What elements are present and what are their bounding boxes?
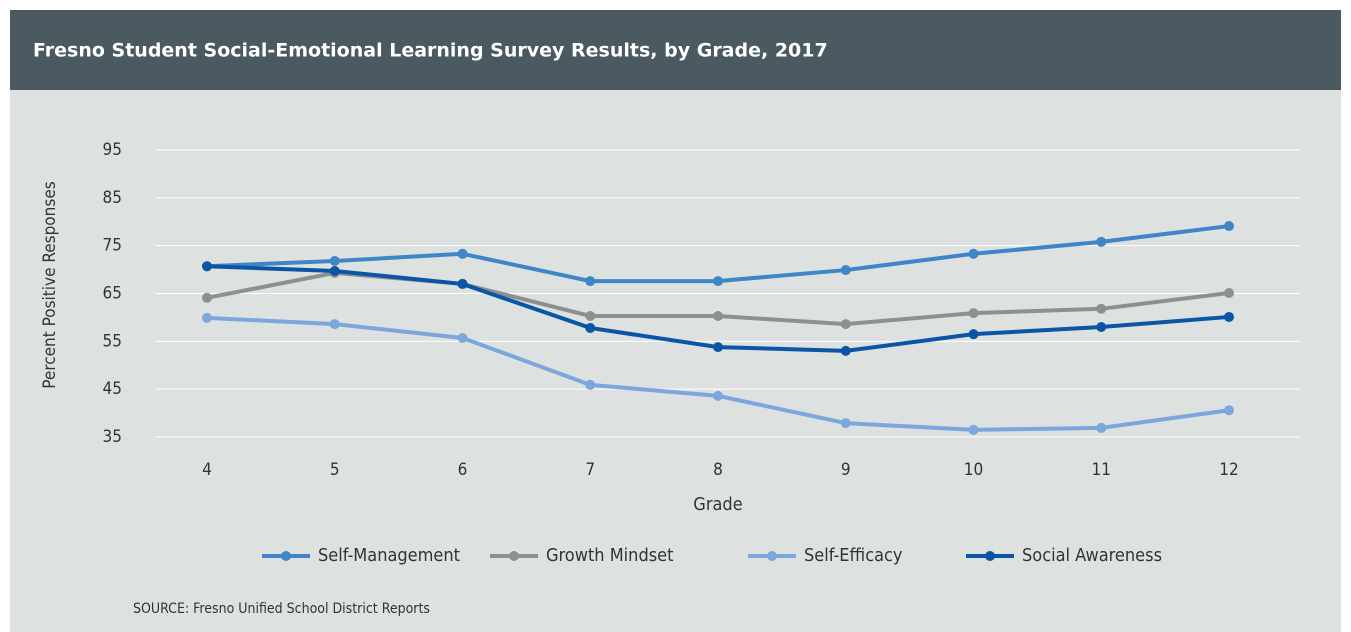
data-point — [840, 345, 851, 356]
legend-marker — [985, 551, 995, 561]
x-tick-label: 4 — [202, 460, 212, 480]
x-tick-label: 12 — [1219, 460, 1238, 480]
data-point — [585, 310, 596, 321]
source-note: SOURCE: Fresno Unified School District R… — [133, 601, 430, 617]
data-point — [329, 255, 340, 266]
x-tick-label: 8 — [713, 460, 723, 480]
y-tick-label: 45 — [103, 379, 122, 399]
data-point — [585, 276, 596, 287]
data-point — [968, 308, 979, 319]
data-point — [968, 329, 979, 340]
x-tick-label: 11 — [1092, 460, 1111, 480]
legend-label: Self-Management — [318, 545, 460, 566]
data-point — [1224, 221, 1234, 232]
legend-marker — [509, 551, 519, 561]
y-tick-label: 65 — [103, 284, 122, 304]
data-point — [840, 319, 851, 330]
x-axis-title: Grade — [693, 494, 742, 515]
data-point — [968, 424, 979, 435]
data-point — [329, 319, 340, 330]
data-point — [713, 276, 723, 287]
data-point — [713, 342, 723, 353]
data-point — [840, 265, 851, 276]
y-axis-title: Percent Positive Responses — [40, 181, 60, 388]
data-point — [1096, 321, 1107, 332]
x-tick-label: 7 — [585, 460, 595, 480]
x-tick-label: 10 — [964, 460, 983, 480]
legend-label: Social Awareness — [1022, 545, 1162, 566]
x-tick-label: 6 — [458, 460, 468, 480]
data-point — [585, 379, 596, 390]
data-point — [1096, 236, 1107, 247]
data-point — [1224, 288, 1234, 299]
chart-title: Fresno Student Social-Emotional Learning… — [33, 40, 828, 62]
x-tick-label: 9 — [841, 460, 851, 480]
y-tick-label: 85 — [103, 188, 122, 208]
data-point — [713, 390, 723, 401]
data-point — [840, 418, 851, 429]
data-point — [457, 278, 468, 289]
y-tick-label: 55 — [103, 331, 122, 351]
data-point — [713, 310, 723, 321]
legend-marker — [767, 551, 777, 561]
data-point — [202, 292, 212, 303]
y-tick-label: 95 — [103, 140, 122, 160]
legend-marker — [281, 551, 291, 561]
data-point — [585, 322, 596, 333]
data-point — [1096, 303, 1107, 314]
data-point — [202, 261, 212, 272]
data-point — [202, 312, 212, 323]
data-point — [1096, 422, 1107, 433]
data-point — [457, 332, 468, 343]
legend-label: Self-Efficacy — [804, 545, 903, 566]
y-tick-label: 75 — [103, 236, 122, 256]
data-point — [1224, 405, 1234, 416]
data-point — [1224, 311, 1234, 322]
x-tick-label: 5 — [330, 460, 340, 480]
legend-label: Growth Mindset — [546, 545, 674, 566]
y-tick-label: 35 — [103, 427, 122, 447]
data-point — [968, 248, 979, 259]
header — [10, 10, 1341, 90]
data-point — [329, 266, 340, 277]
data-point — [457, 248, 468, 259]
